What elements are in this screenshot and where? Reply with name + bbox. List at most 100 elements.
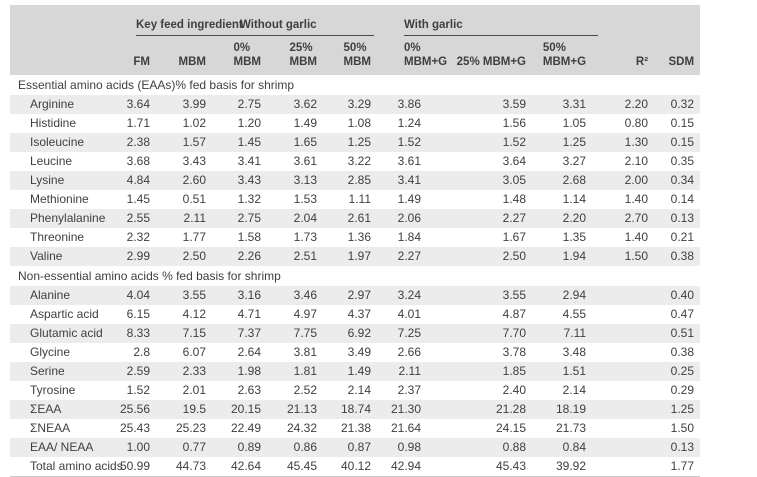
value-cell: 0.88 (502, 440, 526, 454)
value-cell: 2.20 (562, 211, 587, 225)
value-cell: 3.68 (126, 154, 150, 168)
group-key-feed-ingredient: Key feed ingredient (120, 5, 243, 36)
value-cell: 50.99 (120, 459, 151, 473)
value-cell: 4.87 (502, 307, 526, 321)
value-cell: 0.13 (670, 211, 695, 225)
table-row: Valine 2.99 2.50 2.26 2.51 1.97 2.27 2.50 1.94 1.… (10, 247, 701, 266)
value-cell: 2.37 (397, 383, 421, 397)
row-label: Total amino acids (30, 459, 123, 473)
value-cell: 3.31 (562, 97, 587, 111)
value-cell: 4.04 (126, 288, 150, 302)
value-cell (592, 286, 654, 305)
value-cell: 21.73 (556, 421, 587, 435)
value-cell: 24.32 (286, 421, 317, 435)
value-cell: 21.13 (286, 402, 317, 416)
value-cell (592, 438, 654, 457)
row-label: Valine (30, 249, 63, 263)
value-cell: 2.27 (397, 249, 421, 263)
value-cell: 2.50 (502, 249, 526, 263)
value-cell: 1.24 (397, 116, 421, 130)
value-cell: 18.19 (556, 402, 587, 416)
value-cell: 3.86 (397, 97, 421, 111)
section-header-row: Essential amino acids (EAAs)% fed basis … (10, 75, 701, 95)
value-cell: 1.77 (670, 459, 695, 473)
table-row: Threonine 2.32 1.77 1.58 1.73 1.36 1.84 1.67 1.3… (10, 228, 701, 247)
table-row: Lysine 4.84 2.60 3.43 3.13 2.85 3.41 3.05 2.68 2.… (10, 171, 701, 190)
value-cell (592, 457, 654, 477)
value-cell: 3.64 (126, 97, 150, 111)
value-cell: 0.89 (237, 440, 261, 454)
table-row: ΣNEAA 25.43 25.23 22.49 24.32 21.38 21.64 24.15… (10, 419, 701, 438)
value-cell: 7.75 (293, 326, 317, 340)
value-cell: 18.74 (340, 402, 371, 416)
value-cell: 0.98 (397, 440, 421, 454)
row-label: Arginine (30, 97, 75, 111)
value-cell (592, 305, 654, 324)
value-cell: 0.38 (670, 345, 695, 359)
table-row: Arginine 3.64 3.99 2.75 3.62 3.29 3.86 3.59 3.31… (10, 95, 701, 114)
value-cell: 4.55 (562, 307, 587, 321)
col-header-50pct-mbm-g: 50% MBM+G (532, 36, 593, 75)
value-cell: 0.84 (562, 440, 587, 454)
value-cell: 0.34 (670, 173, 695, 187)
table-row: Glutamic acid 8.33 7.15 7.37 7.75 6.92 7.25 7.7… (10, 324, 701, 343)
value-cell: 1.11 (348, 192, 371, 206)
value-cell: 1.97 (347, 249, 371, 263)
value-cell: 3.13 (293, 173, 317, 187)
value-cell: 21.38 (340, 421, 371, 435)
value-cell: 1.98 (237, 364, 261, 378)
table-row: ΣEAA 25.56 19.5 20.15 21.13 18.74 21.30 21.28 18… (10, 400, 701, 419)
value-cell: 7.37 (237, 326, 261, 340)
value-cell: 0.77 (182, 440, 206, 454)
row-label: Histidine (30, 116, 77, 130)
value-cell: 3.41 (397, 173, 421, 187)
value-cell: 1.05 (562, 116, 587, 130)
value-cell: 2.94 (562, 288, 587, 302)
table-row: Tyrosine 1.52 2.01 2.63 2.52 2.14 2.37 2.40 2.14… (10, 381, 701, 400)
value-cell: 4.12 (182, 307, 206, 321)
table-row: EAA/ NEAA 1.00 0.77 0.89 0.86 0.87 0.98 0.88 0.8… (10, 438, 701, 457)
row-label: Aspartic acid (30, 307, 99, 321)
value-cell: 1.52 (397, 135, 421, 149)
col-header-r-squared: R² (592, 36, 655, 75)
value-cell: 2.60 (182, 173, 206, 187)
value-cell: 45.43 (495, 459, 526, 473)
value-cell: 2.33 (182, 364, 206, 378)
value-cell: 40.12 (340, 459, 371, 473)
value-cell: 2.55 (126, 211, 150, 225)
value-cell: 1.51 (562, 364, 587, 378)
value-cell: 1.65 (293, 135, 317, 149)
value-cell: 2.11 (183, 211, 206, 225)
value-cell: 3.41 (237, 154, 261, 168)
value-cell: 21.64 (390, 421, 421, 435)
table-row: Methionine 1.45 0.51 1.32 1.53 1.11 1.49 1.48 1.… (10, 190, 701, 209)
value-cell: 2.04 (293, 211, 317, 225)
value-cell: 0.13 (670, 440, 695, 454)
row-label: Methionine (30, 192, 89, 206)
value-cell: 1.02 (182, 116, 206, 130)
value-cell: 4.97 (293, 307, 317, 321)
value-cell: 3.78 (502, 345, 526, 359)
value-cell: 0.51 (182, 192, 206, 206)
value-cell: 4.71 (237, 307, 261, 321)
value-cell: 8.33 (126, 326, 150, 340)
value-cell: 1.35 (562, 230, 587, 244)
value-cell: 0.38 (670, 249, 695, 263)
value-cell: 1.52 (126, 383, 150, 397)
value-cell: 1.50 (670, 421, 695, 435)
value-cell: 1.00 (126, 440, 150, 454)
value-cell (592, 400, 654, 419)
value-cell: 3.81 (293, 345, 317, 359)
col-header-25pct-mbm: 25% MBM (267, 36, 323, 75)
row-label: Lysine (30, 173, 65, 187)
table-row: Phenylalanine 2.55 2.11 2.75 2.04 2.61 2.06 2.2… (10, 209, 701, 228)
value-cell: 2.01 (182, 383, 206, 397)
value-cell: 20.15 (230, 402, 261, 416)
value-cell: 2.11 (398, 364, 421, 378)
value-cell: 1.81 (293, 364, 317, 378)
value-cell: 1.67 (502, 230, 526, 244)
value-cell: 0.47 (670, 307, 695, 321)
group-label: With garlic (404, 19, 598, 36)
value-cell: 1.08 (347, 116, 371, 130)
value-cell: 6.15 (126, 307, 150, 321)
